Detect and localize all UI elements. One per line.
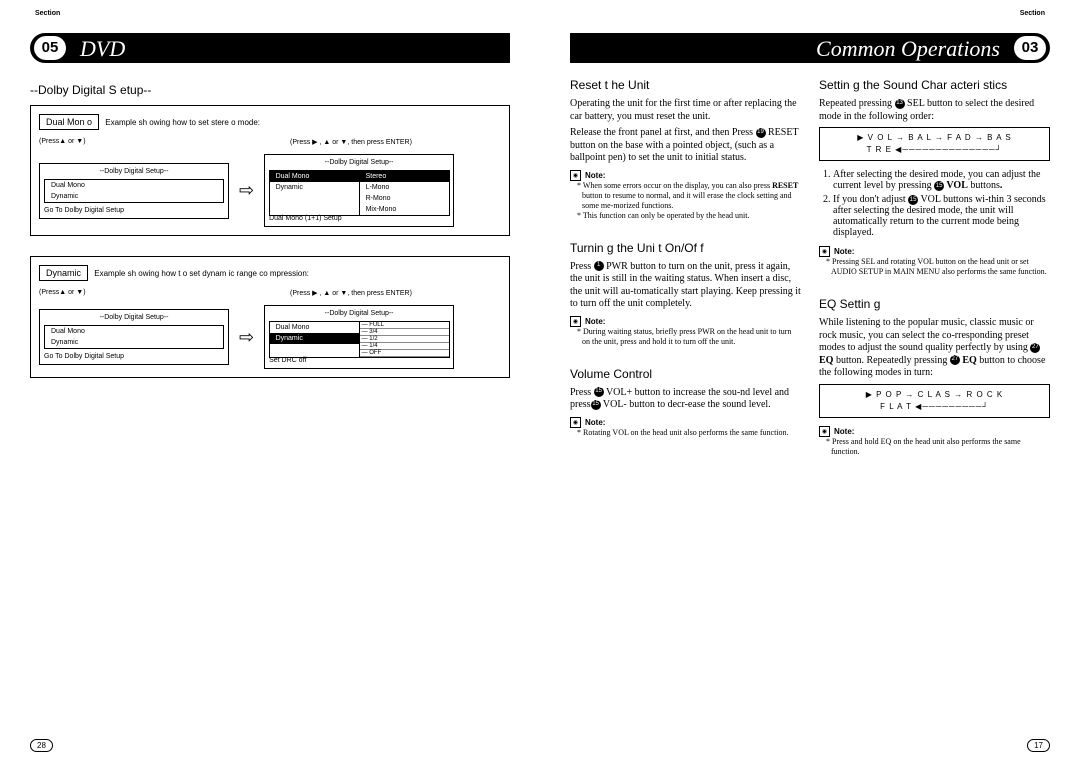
volume-heading: Volume Control [570,367,801,381]
page-number-left: 28 [30,739,53,752]
sound-steps: After selecting the desired mode, you ca… [819,169,1050,238]
menu-row: Dual Mono [45,326,223,337]
level-row: — 1/2 [360,336,449,343]
menu-row: Dynamic [45,337,223,348]
hint-right-1: (Press ▶ , ▲ or ▼, then press ENTER) [290,138,501,146]
menu-foot: Dual Mono (1+1) Setup [269,215,449,222]
page-title-right: Common Operations [816,34,1000,64]
reset-p2: Release the front panel at first, and th… [570,127,801,165]
right-col-a: Reset t he Unit Operating the unit for t… [570,78,801,457]
menu-row: Dynamic [270,182,359,193]
menu-foot: Set DRC off [269,357,449,364]
hint-left-2: (Press▲ or ▼) [39,289,250,297]
note-body: When some errors occur on the display, y… [582,181,801,211]
turning-heading: Turnin g the Uni t On/Of f [570,241,801,255]
page-number-right: 17 [1027,739,1050,752]
menu-row-hl: Stereo [360,171,449,182]
menu-panel-1l: --Dolby Digital Setup-- Dual Mono Dynami… [39,163,229,219]
dynamic-box: Dynamic Example sh owing how t o set dyn… [30,256,510,378]
dynamic-desc: Example sh owing how t o set dynam ic ra… [94,269,309,278]
section-number-left: 05 [34,36,66,60]
menu-row: Dynamic [45,191,223,202]
section-label-right: Section [1020,10,1045,17]
sound-heading: Settin g the Sound Char acteri stics [819,78,1050,92]
menu-panel-1r: --Dolby Digital Setup-- Dual Mono Dynami… [264,154,454,227]
note-heading: ◉Note: [570,316,801,327]
menu-title: --Dolby Digital Setup-- [269,310,449,317]
note-icon: ◉ [570,316,581,327]
note-heading: ◉Note: [570,417,801,428]
note-icon: ◉ [819,426,830,437]
menu-panel-2l: --Dolby Digital Setup-- Dual Mono Dynami… [39,309,229,365]
step-1: After selecting the desired mode, you ca… [833,169,1050,191]
note-heading: ◉Note: [819,246,1050,257]
menu-row-hl: Dual Mono [270,171,359,182]
dynamic-levels: — FULL — 3/4 — 1/2 — 1/4 — OFF [359,321,450,358]
level-row: — 1/4 [360,343,449,350]
arrow-icon: ⇨ [239,180,254,201]
menu-row-hl: Dynamic [270,333,359,344]
dualmono-label: Dual Mon o [39,114,99,130]
menu-title: --Dolby Digital Setup-- [44,314,224,321]
note-icon: ◉ [819,246,830,257]
menu-row: R-Mono [360,193,449,204]
section-label-left: Section [35,10,60,17]
reset-p1: Operating the unit for the first time or… [570,98,801,123]
eq-flow: ▶ P O P → C L A S → R O C KF L A T ◀────… [819,384,1050,418]
eq-p: While listening to the popular music, cl… [819,317,1050,380]
level-row: — 3/4 [360,329,449,336]
menu-foot: Go To Dolby Digital Setup [44,353,224,360]
menu-row: Dual Mono [45,180,223,191]
header-bar-left: 05 DVD [30,33,510,63]
note-body: Press and hold EQ on the head unit also … [831,437,1050,457]
sound-flow: ▶ V O L → B A L → F A D → B A ST R E ◀──… [819,127,1050,161]
menu-title: --Dolby Digital Setup-- [44,168,224,175]
menu-row: L-Mono [360,182,449,193]
dolby-heading: --Dolby Digital S etup-- [30,83,510,97]
right-page: Section Common Operations 03 Reset t he … [540,0,1080,764]
hint-right-2: (Press ▶ , ▲ or ▼, then press ENTER) [290,289,501,297]
menu-foot: Go To Dolby Digital Setup [44,207,224,214]
step-2: If you don't adjust 15 VOL buttons wi-th… [833,194,1050,238]
menu-row: Mix-Mono [360,204,449,215]
sound-p1: Repeated pressing 13 SEL button to selec… [819,98,1050,123]
note-icon: ◉ [570,170,581,181]
turning-p: Press 1 PWR button to turn on the unit, … [570,261,801,311]
menu-row: Dual Mono [270,322,359,333]
left-page: Section 05 DVD --Dolby Digital S etup-- … [0,0,540,764]
volume-p: Press 15 VOL+ button to increase the sou… [570,387,801,412]
note-heading: ◉Note: [819,426,1050,437]
note-body: Rotating VOL on the head unit also perfo… [582,428,801,438]
level-row: — FULL [360,322,449,329]
page-title-left: DVD [80,34,125,64]
note-body: Pressing SEL and rotating VOL button on … [831,257,1050,277]
eq-heading: EQ Settin g [819,297,1050,311]
menu-title: --Dolby Digital Setup-- [269,159,449,166]
header-bar-right: Common Operations 03 [570,33,1050,63]
note-icon: ◉ [570,417,581,428]
level-row: — OFF [360,350,449,357]
dualmono-box: Dual Mon o Example sh owing how to set s… [30,105,510,236]
menu-panel-2r: --Dolby Digital Setup-- Dual Mono Dynami… [264,305,454,369]
arrow-icon: ⇨ [239,327,254,348]
dualmono-desc: Example sh owing how to set stere o mode… [105,118,260,127]
reset-heading: Reset t he Unit [570,78,801,92]
section-number-right: 03 [1014,36,1046,60]
note-body: This function can only be operated by th… [582,211,801,221]
dynamic-label: Dynamic [39,265,88,281]
note-body: During waiting status, briefly press PWR… [582,327,801,347]
note-heading: ◉Note: [570,170,801,181]
right-col-b: Settin g the Sound Char acteri stics Rep… [819,78,1050,457]
hint-left-1: (Press▲ or ▼) [39,138,250,146]
